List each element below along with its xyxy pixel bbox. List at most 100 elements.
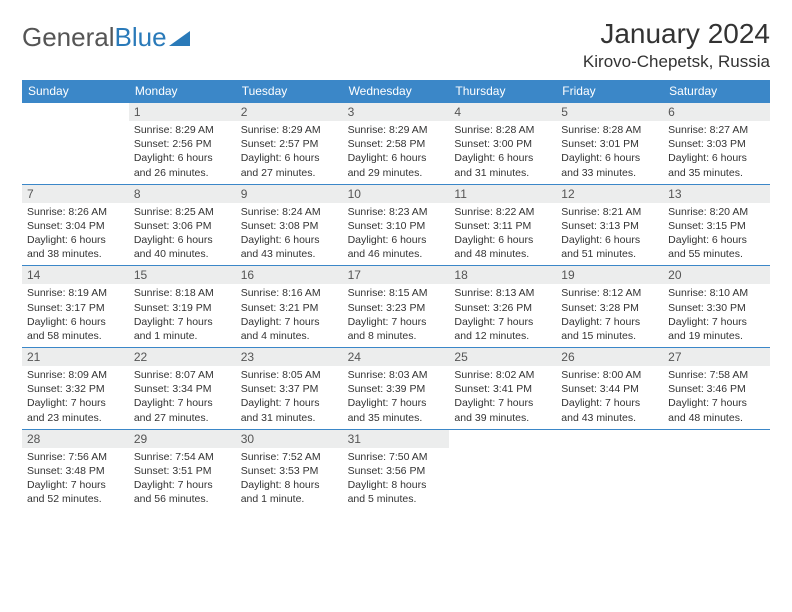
location: Kirovo-Chepetsk, Russia (583, 52, 770, 72)
day-number: 4 (449, 103, 556, 121)
logo-text-general: General (22, 22, 115, 53)
day-number: 3 (343, 103, 450, 121)
day-number: 6 (663, 103, 770, 121)
weekday-header: Sunday (22, 80, 129, 102)
header: GeneralBlue January 2024 Kirovo-Chepetsk… (22, 18, 770, 72)
day-details: Sunrise: 7:58 AMSunset: 3:46 PMDaylight:… (663, 366, 770, 429)
day-number: 27 (663, 348, 770, 366)
title-block: January 2024 Kirovo-Chepetsk, Russia (583, 18, 770, 72)
calendar-cell: 8Sunrise: 8:25 AMSunset: 3:06 PMDaylight… (129, 184, 236, 266)
logo-triangle-icon (169, 29, 191, 47)
calendar-cell: 21Sunrise: 8:09 AMSunset: 3:32 PMDayligh… (22, 347, 129, 429)
day-details: Sunrise: 8:15 AMSunset: 3:23 PMDaylight:… (343, 284, 450, 347)
day-details: Sunrise: 8:26 AMSunset: 3:04 PMDaylight:… (22, 203, 129, 266)
day-details: Sunrise: 8:27 AMSunset: 3:03 PMDaylight:… (663, 121, 770, 184)
weekday-header: Friday (556, 80, 663, 102)
day-details: Sunrise: 8:29 AMSunset: 2:57 PMDaylight:… (236, 121, 343, 184)
calendar-cell: 1Sunrise: 8:29 AMSunset: 2:56 PMDaylight… (129, 102, 236, 184)
day-details: Sunrise: 8:09 AMSunset: 3:32 PMDaylight:… (22, 366, 129, 429)
day-number: 22 (129, 348, 236, 366)
day-details: Sunrise: 8:19 AMSunset: 3:17 PMDaylight:… (22, 284, 129, 347)
day-details: Sunrise: 8:03 AMSunset: 3:39 PMDaylight:… (343, 366, 450, 429)
calendar-cell: 3Sunrise: 8:29 AMSunset: 2:58 PMDaylight… (343, 102, 450, 184)
calendar-cell: 23Sunrise: 8:05 AMSunset: 3:37 PMDayligh… (236, 347, 343, 429)
calendar-cell: 30Sunrise: 7:52 AMSunset: 3:53 PMDayligh… (236, 429, 343, 511)
day-number: 25 (449, 348, 556, 366)
calendar-cell: 4Sunrise: 8:28 AMSunset: 3:00 PMDaylight… (449, 102, 556, 184)
calendar-cell: 25Sunrise: 8:02 AMSunset: 3:41 PMDayligh… (449, 347, 556, 429)
calendar-cell: 19Sunrise: 8:12 AMSunset: 3:28 PMDayligh… (556, 265, 663, 347)
day-details: Sunrise: 7:50 AMSunset: 3:56 PMDaylight:… (343, 448, 450, 511)
day-details: Sunrise: 8:20 AMSunset: 3:15 PMDaylight:… (663, 203, 770, 266)
day-details: Sunrise: 7:56 AMSunset: 3:48 PMDaylight:… (22, 448, 129, 511)
day-number: 19 (556, 266, 663, 284)
calendar-cell-blank: .. (22, 102, 129, 184)
calendar-cell: 7Sunrise: 8:26 AMSunset: 3:04 PMDaylight… (22, 184, 129, 266)
day-number: 11 (449, 185, 556, 203)
calendar-cell: 6Sunrise: 8:27 AMSunset: 3:03 PMDaylight… (663, 102, 770, 184)
day-details: Sunrise: 8:13 AMSunset: 3:26 PMDaylight:… (449, 284, 556, 347)
calendar-cell: 10Sunrise: 8:23 AMSunset: 3:10 PMDayligh… (343, 184, 450, 266)
day-number: 7 (22, 185, 129, 203)
day-number: 20 (663, 266, 770, 284)
day-details: Sunrise: 8:18 AMSunset: 3:19 PMDaylight:… (129, 284, 236, 347)
calendar-cell: 5Sunrise: 8:28 AMSunset: 3:01 PMDaylight… (556, 102, 663, 184)
calendar-cell: 26Sunrise: 8:00 AMSunset: 3:44 PMDayligh… (556, 347, 663, 429)
calendar-cell: 24Sunrise: 8:03 AMSunset: 3:39 PMDayligh… (343, 347, 450, 429)
calendar-cell: 15Sunrise: 8:18 AMSunset: 3:19 PMDayligh… (129, 265, 236, 347)
day-number: 17 (343, 266, 450, 284)
day-details: Sunrise: 8:24 AMSunset: 3:08 PMDaylight:… (236, 203, 343, 266)
calendar-cell: 14Sunrise: 8:19 AMSunset: 3:17 PMDayligh… (22, 265, 129, 347)
day-number: 21 (22, 348, 129, 366)
day-details: Sunrise: 8:12 AMSunset: 3:28 PMDaylight:… (556, 284, 663, 347)
calendar-cell: 31Sunrise: 7:50 AMSunset: 3:56 PMDayligh… (343, 429, 450, 511)
calendar-cell: 18Sunrise: 8:13 AMSunset: 3:26 PMDayligh… (449, 265, 556, 347)
day-number: 5 (556, 103, 663, 121)
day-details: Sunrise: 7:52 AMSunset: 3:53 PMDaylight:… (236, 448, 343, 511)
day-details: Sunrise: 8:05 AMSunset: 3:37 PMDaylight:… (236, 366, 343, 429)
day-number: 29 (129, 430, 236, 448)
day-details: Sunrise: 8:28 AMSunset: 3:01 PMDaylight:… (556, 121, 663, 184)
day-number: 10 (343, 185, 450, 203)
weekday-header: Tuesday (236, 80, 343, 102)
day-details: Sunrise: 8:22 AMSunset: 3:11 PMDaylight:… (449, 203, 556, 266)
logo: GeneralBlue (22, 18, 191, 53)
weekday-header: Monday (129, 80, 236, 102)
day-number: 28 (22, 430, 129, 448)
calendar-cell: 11Sunrise: 8:22 AMSunset: 3:11 PMDayligh… (449, 184, 556, 266)
calendar-cell: 9Sunrise: 8:24 AMSunset: 3:08 PMDaylight… (236, 184, 343, 266)
day-number: 23 (236, 348, 343, 366)
day-number: 31 (343, 430, 450, 448)
day-number: 30 (236, 430, 343, 448)
calendar-cell: 27Sunrise: 7:58 AMSunset: 3:46 PMDayligh… (663, 347, 770, 429)
calendar-cell: 28Sunrise: 7:56 AMSunset: 3:48 PMDayligh… (22, 429, 129, 511)
day-number: 26 (556, 348, 663, 366)
calendar-grid: SundayMondayTuesdayWednesdayThursdayFrid… (22, 80, 770, 510)
day-details: Sunrise: 8:16 AMSunset: 3:21 PMDaylight:… (236, 284, 343, 347)
calendar-cell: 22Sunrise: 8:07 AMSunset: 3:34 PMDayligh… (129, 347, 236, 429)
day-details: Sunrise: 8:02 AMSunset: 3:41 PMDaylight:… (449, 366, 556, 429)
day-details: Sunrise: 8:25 AMSunset: 3:06 PMDaylight:… (129, 203, 236, 266)
calendar-cell-blank: .. (556, 429, 663, 511)
day-details: Sunrise: 8:29 AMSunset: 2:58 PMDaylight:… (343, 121, 450, 184)
day-number: 1 (129, 103, 236, 121)
day-number: 12 (556, 185, 663, 203)
day-number: 2 (236, 103, 343, 121)
day-number: 15 (129, 266, 236, 284)
day-details: Sunrise: 8:07 AMSunset: 3:34 PMDaylight:… (129, 366, 236, 429)
calendar-cell-blank: .. (449, 429, 556, 511)
day-number: 14 (22, 266, 129, 284)
calendar-cell: 17Sunrise: 8:15 AMSunset: 3:23 PMDayligh… (343, 265, 450, 347)
day-details: Sunrise: 8:10 AMSunset: 3:30 PMDaylight:… (663, 284, 770, 347)
calendar-cell: 29Sunrise: 7:54 AMSunset: 3:51 PMDayligh… (129, 429, 236, 511)
calendar-cell: 2Sunrise: 8:29 AMSunset: 2:57 PMDaylight… (236, 102, 343, 184)
weekday-header: Saturday (663, 80, 770, 102)
day-details: Sunrise: 8:21 AMSunset: 3:13 PMDaylight:… (556, 203, 663, 266)
calendar-cell-blank: .. (663, 429, 770, 511)
day-number: 16 (236, 266, 343, 284)
calendar-cell: 12Sunrise: 8:21 AMSunset: 3:13 PMDayligh… (556, 184, 663, 266)
logo-text-blue: Blue (115, 22, 167, 53)
calendar-cell: 13Sunrise: 8:20 AMSunset: 3:15 PMDayligh… (663, 184, 770, 266)
day-number: 13 (663, 185, 770, 203)
day-number: 8 (129, 185, 236, 203)
